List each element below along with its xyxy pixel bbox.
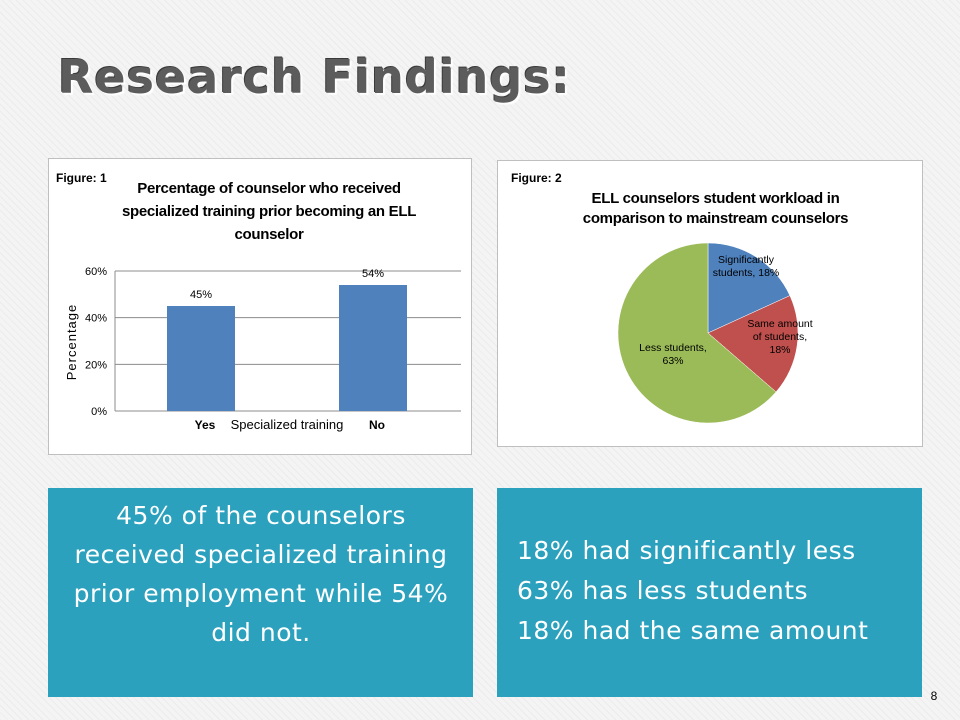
slice-label: Same amount of students, 18%	[747, 318, 812, 356]
y-tick-label: 40%	[85, 313, 107, 325]
bar-chart-plot: 0% 20% 40% 60% 45% Yes 54% No Specialized traini…	[64, 266, 461, 432]
y-tick-label: 60%	[85, 266, 107, 278]
pie-chart-plot: Significantly students, 18% Same amount of …	[617, 242, 813, 424]
slice-label-line: 18%	[769, 344, 790, 356]
bar	[167, 306, 235, 411]
data-label: 45%	[190, 289, 212, 301]
figure-1-title: Percentage of counselor who received spe…	[89, 177, 449, 246]
figure-1-title-line: Percentage of counselor who received	[137, 180, 401, 197]
figure-2-pie-chart: Figure: 2 ELL counselors student workloa…	[497, 160, 923, 447]
slice-label: Significantly students, 18%	[713, 254, 780, 279]
slice-label-line: of students,	[753, 331, 807, 343]
y-tick-label: 0%	[91, 406, 107, 418]
pie-slice	[707, 295, 799, 393]
slice-label-line: Same amount	[747, 318, 812, 330]
figure-2-label: Figure: 2	[511, 171, 562, 185]
figure-2-title-line: comparison to mainstream counselors	[582, 210, 849, 227]
pie-slice	[617, 242, 777, 424]
summary-line: 63% has less students	[517, 576, 809, 605]
slice-label-line: 63%	[662, 355, 683, 367]
page-number: 8	[930, 689, 938, 703]
slice-label-line: Less students,	[639, 342, 707, 354]
summary-left-text: 45% of the counselors received specializ…	[73, 501, 449, 647]
summary-right-list: 18% had significantly less 63% has less …	[517, 531, 917, 651]
pie-slice	[707, 242, 791, 334]
slice-label-line: Significantly	[718, 254, 775, 266]
figure-2-title: ELL counselors student workload in compa…	[538, 189, 893, 229]
y-tick-label: 20%	[85, 359, 107, 371]
summary-left-box: 45% of the counselors received specializ…	[48, 488, 473, 697]
slide-title: Research Findings:	[58, 50, 572, 104]
x-category-label: Yes	[195, 418, 216, 432]
figure-1-bar-chart: Figure: 1 Percentage of counselor who re…	[48, 158, 472, 455]
figure-2-title-line: ELL counselors student workload in	[591, 190, 840, 207]
summary-right-box: 18% had significantly less 63% has less …	[497, 488, 922, 697]
x-axis-label: Specialized training	[231, 417, 344, 432]
summary-line: 18% had the same amount	[517, 616, 869, 645]
slice-label: Less students, 63%	[639, 342, 707, 367]
figure-1-title-line: counselor	[234, 226, 304, 243]
slice-label-line: students, 18%	[713, 267, 780, 279]
figure-1-title-line: specialized training prior becoming an E…	[121, 203, 417, 220]
summary-line: 18% had significantly less	[517, 536, 856, 565]
y-axis-label: Percentage	[64, 304, 79, 381]
data-label: 54%	[362, 268, 384, 280]
figure-1-label: Figure: 1	[56, 171, 107, 185]
bar	[339, 285, 407, 411]
x-category-label: No	[369, 418, 385, 432]
